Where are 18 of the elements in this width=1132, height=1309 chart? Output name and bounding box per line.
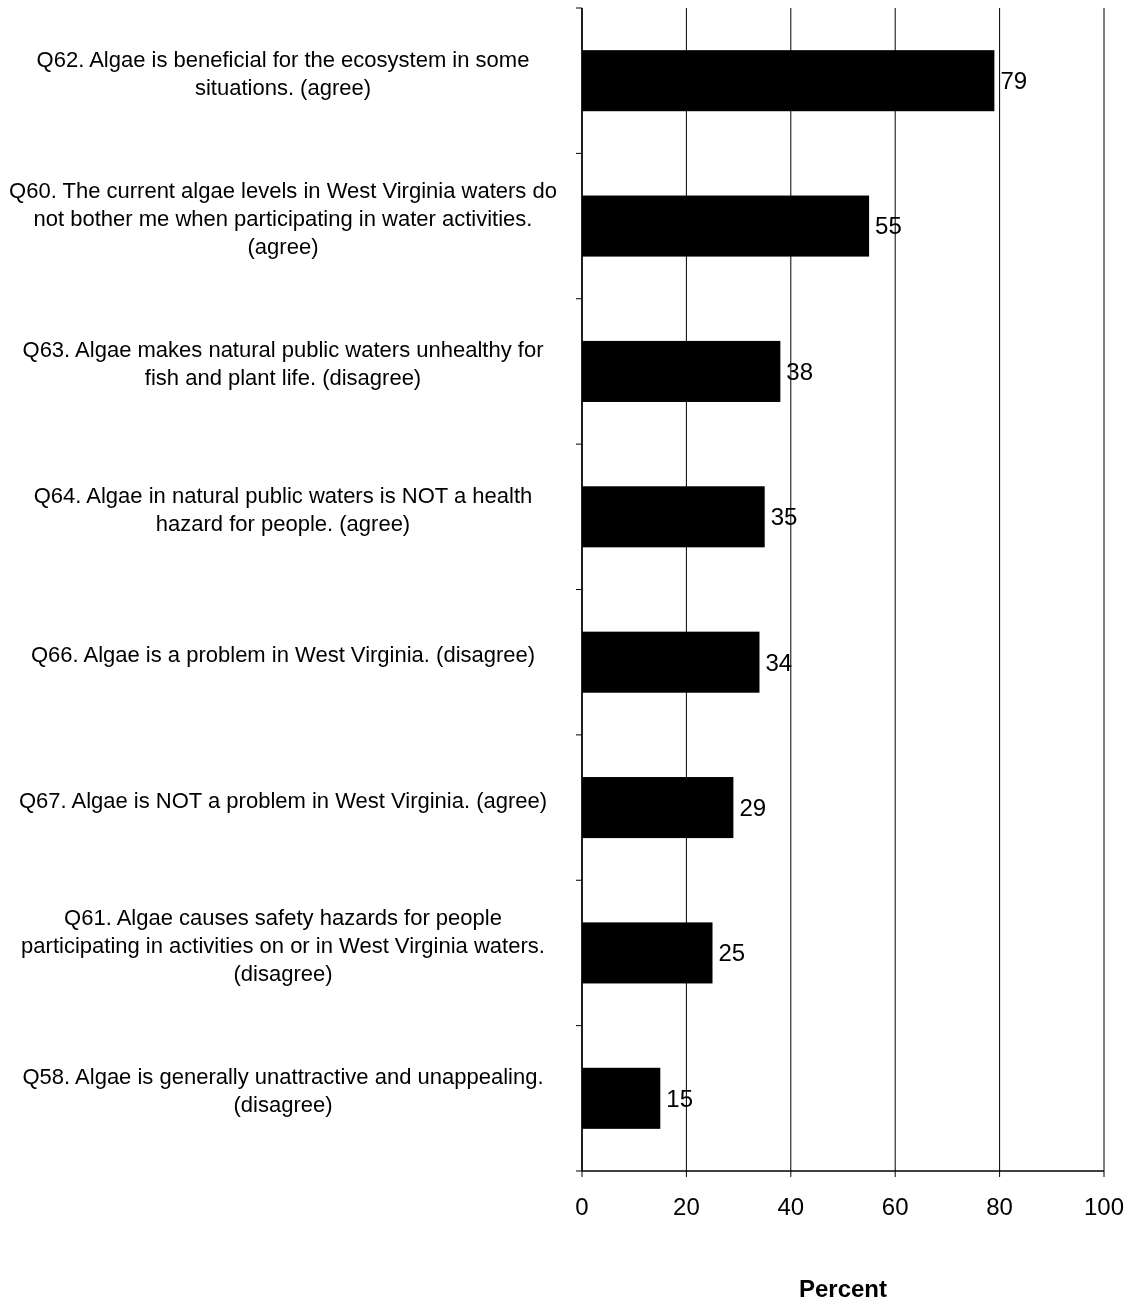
y-tick-label: Q67. Algae is NOT a problem in West Virginia. (agree) bbox=[18, 787, 548, 813]
y-tick-label: Q66. Algae is a problem in West Virginia. (disagree) bbox=[30, 642, 536, 668]
data-label: 79 bbox=[1000, 67, 1028, 95]
y-tick-label: Q62. Algae is beneficial for the ecosystem in some situations. (agree) bbox=[36, 46, 530, 100]
x-tick-label: 20 bbox=[673, 1193, 700, 1220]
x-tick-label: 80 bbox=[986, 1193, 1013, 1220]
y-tick-label: Q63. Algae makes natural public waters unhealthy for fish and plant life. (disagree) bbox=[22, 337, 544, 391]
y-tick-label: Q64. Algae in natural public waters is NOT a health hazard for people. (agree) bbox=[33, 482, 533, 536]
x-tick-label: 0 bbox=[575, 1193, 589, 1220]
y-tick-label: Q60. The current algae levels in West Virginia waters do not bother me when participating in water activities. (agree) bbox=[9, 178, 557, 260]
data-label: 25 bbox=[718, 939, 746, 967]
y-tick-label: Q58. Algae is generally unattractive and unappealing. (disagree) bbox=[22, 1064, 544, 1118]
data-label: 29 bbox=[739, 793, 767, 821]
y-tick-label: Q61. Algae causes safety hazards for people participating in activities on or in West Virginia waters. (disagree) bbox=[21, 904, 545, 986]
x-tick-label: 40 bbox=[777, 1193, 805, 1220]
x-axis-title: Percent bbox=[798, 1275, 888, 1302]
x-tick-label: 100 bbox=[1083, 1193, 1125, 1220]
x-tick-label: 60 bbox=[881, 1193, 909, 1220]
